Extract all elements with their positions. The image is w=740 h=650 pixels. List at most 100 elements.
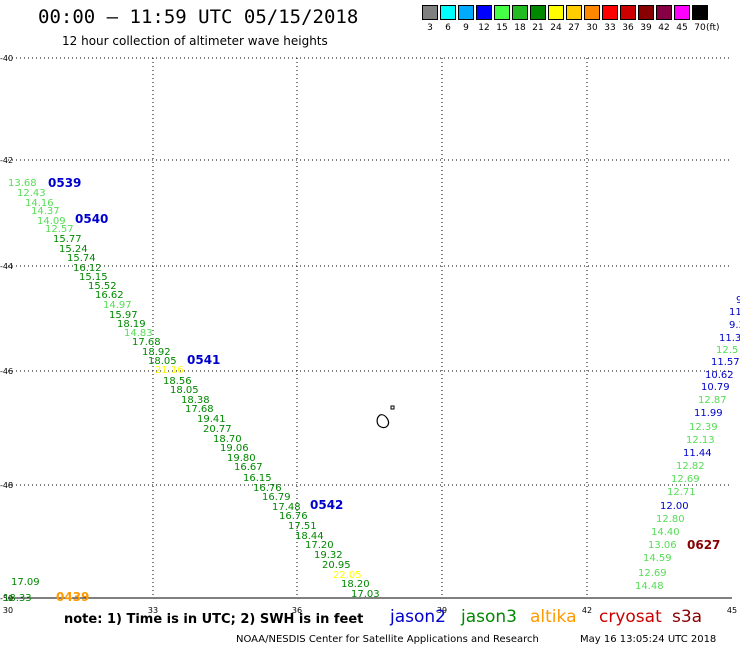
page-title: 00:00 – 11:59 UTC 05/15/2018 (38, 6, 359, 28)
swh-value-label: 14.97 (103, 300, 132, 311)
swh-value-label: 11.3 (719, 333, 740, 344)
legend-label: 12 (478, 23, 490, 33)
swh-value-label: 19.06 (220, 443, 249, 454)
legend-swatch (638, 5, 654, 20)
island-outline (376, 414, 390, 429)
swh-value-label: 18.19 (117, 319, 146, 330)
swh-value-label: 11.99 (694, 408, 723, 419)
swh-value-label: 20.95 (322, 560, 351, 571)
swh-value-label: 18.92 (142, 347, 171, 358)
x-tick-label: 36 (292, 606, 302, 615)
pass-time-label: 0627 (687, 538, 720, 552)
swh-value-label: 13.68 (8, 178, 37, 189)
swh-value-label: 22.05 (333, 570, 362, 581)
swh-value-label: 11.44 (683, 448, 712, 459)
footnote: note: 1) Time is in UTC; 2) SWH is in fe… (64, 612, 364, 627)
legend-label: 42 (658, 23, 670, 33)
swh-value-label: 11.57 (711, 357, 740, 368)
swh-value-label: 17.51 (288, 521, 317, 532)
legend-unit: (ft) (706, 23, 720, 33)
swh-value-label: 12.43 (17, 188, 46, 199)
swh-value-label: 13.06 (648, 540, 677, 551)
islet-outline (390, 405, 395, 410)
swh-value-label: 19.80 (227, 453, 256, 464)
legend-label: 70 (694, 23, 706, 33)
satellite-legend-item: jason3 (461, 607, 517, 627)
swh-value-label: 12.82 (676, 461, 705, 472)
legend-swatch (548, 5, 564, 20)
swh-value-label: 12.80 (656, 514, 685, 525)
y-tick-label: -50 (0, 594, 13, 603)
legend-label: 33 (604, 23, 616, 33)
swh-value-label: 12.5 (716, 345, 738, 356)
legend-swatch (440, 5, 456, 20)
swh-value-label: 16.67 (234, 462, 263, 473)
swh-value-label: 16.62 (95, 290, 124, 301)
legend-label: 21 (532, 23, 544, 33)
swh-value-label: 15.77 (53, 234, 82, 245)
pass-time-label: 0540 (75, 212, 108, 226)
swh-value-label: 16.76 (279, 511, 308, 522)
legend-label: 39 (640, 23, 652, 33)
legend-swatch (512, 5, 528, 20)
swh-value-label: 15.74 (67, 253, 96, 264)
legend-label: 24 (550, 23, 562, 33)
x-tick-label: 42 (582, 606, 592, 615)
swh-value-label: 16.12 (73, 263, 102, 274)
swh-value-label: 14.59 (643, 553, 672, 564)
swh-value-label: 14.37 (31, 206, 60, 217)
swh-value-label: 15.97 (109, 310, 138, 321)
legend-swatch (692, 5, 708, 20)
swh-value-label: 21.16 (155, 365, 184, 376)
legend-label: 27 (568, 23, 580, 33)
satellite-legend-item: cryosat (599, 607, 662, 627)
legend-swatch (458, 5, 474, 20)
legend-label: 15 (496, 23, 508, 33)
legend-swatch (566, 5, 582, 20)
swh-labels: 13.6812.4314.1614.3714.0912.5715.7715.24… (3, 178, 740, 604)
y-tick-label: -40 (0, 54, 13, 63)
swh-value-label: 18.33 (3, 593, 32, 604)
legend-label: 18 (514, 23, 526, 33)
swh-value-label: 11 (729, 307, 740, 318)
swh-value-label: 14.83 (124, 328, 153, 339)
swh-value-label: 12.00 (660, 501, 689, 512)
x-tick-label: 30 (3, 606, 13, 615)
swh-value-label: 15.52 (88, 281, 117, 292)
swh-value-label: 16.15 (243, 473, 272, 484)
swh-value-label: 14.09 (37, 216, 66, 227)
swh-value-label: 15.24 (59, 244, 88, 255)
swh-value-label: 17.48 (272, 502, 301, 513)
map-grid (8, 57, 732, 599)
pass-time-label: 0542 (310, 498, 343, 512)
credit-line: NOAA/NESDIS Center for Satellite Applica… (236, 634, 539, 645)
swh-value-label: 12.13 (686, 435, 715, 446)
swh-value-label: 9 (736, 295, 740, 306)
y-tick-label: -42 (0, 156, 13, 165)
swh-value-label: 17.09 (11, 577, 40, 588)
legend-swatch (602, 5, 618, 20)
legend-swatch (620, 5, 636, 20)
swh-value-label: 19.32 (314, 550, 343, 561)
y-tick-label: -44 (0, 262, 13, 271)
pass-time-label: 0541 (187, 353, 220, 367)
legend-swatch (656, 5, 672, 20)
legend-swatch (530, 5, 546, 20)
swh-value-label: 10.62 (705, 370, 734, 381)
swh-value-label: 17.20 (305, 540, 334, 551)
swh-value-label: 12.71 (667, 487, 696, 498)
y-tick-label: -48 (0, 481, 13, 490)
pass-time-label: 0539 (48, 176, 81, 190)
swh-value-label: 12.69 (638, 568, 667, 579)
swh-value-label: 14.40 (651, 527, 680, 538)
swh-value-label: 18.44 (295, 531, 324, 542)
legend-swatch (476, 5, 492, 20)
swh-value-label: 10.79 (701, 382, 730, 393)
map-axes: 30 33 36 39 42 45 -40 -42 -44 -46 -48 -50 (0, 54, 737, 615)
swh-value-label: 14.16 (25, 198, 54, 209)
generation-timestamp: May 16 13:05:24 UTC 2018 (580, 634, 717, 645)
legend-swatch (494, 5, 510, 20)
legend-label: 3 (427, 23, 433, 33)
legend-swatch (584, 5, 600, 20)
